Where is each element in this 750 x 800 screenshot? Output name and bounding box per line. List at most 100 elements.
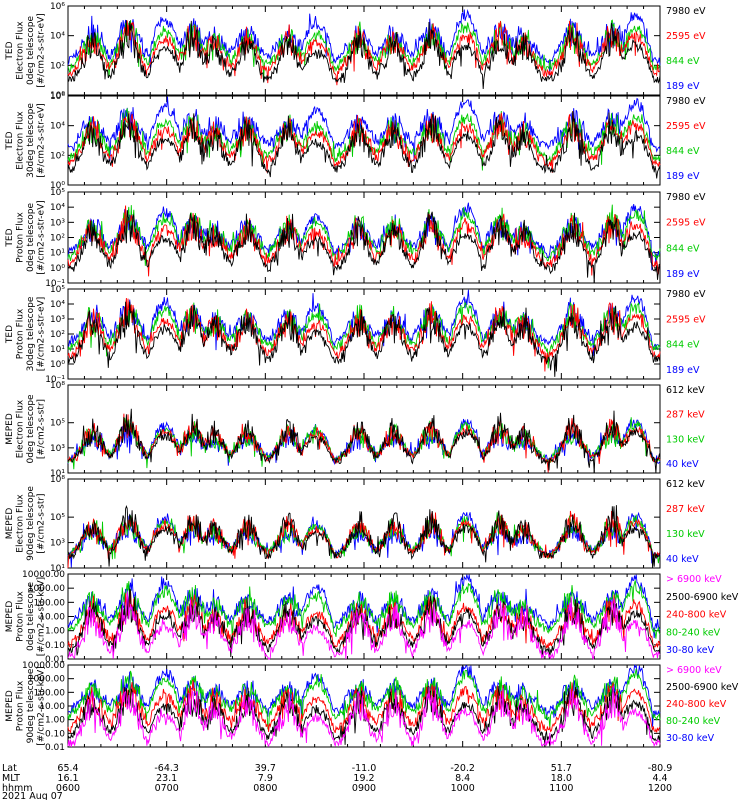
series-line-2595-eV — [67, 205, 661, 277]
legend-label: 80-240 keV — [666, 627, 721, 638]
y-axis-label: 0deg telescope — [26, 394, 36, 464]
y-tick-label: 0.01 — [45, 655, 65, 665]
x-lat-label: -11.0 — [352, 763, 377, 774]
legend-label: 189 eV — [666, 365, 700, 376]
y-tick-label: 10⁸ — [50, 381, 65, 391]
y-tick-label: 10.00 — [39, 702, 65, 712]
y-tick-label: 10⁵ — [50, 285, 65, 295]
y-axis-label: [#/cm2-s-str-eV] — [37, 13, 47, 88]
x-mlt-label: 16.1 — [57, 773, 78, 784]
y-axis-label: Proton Flux — [16, 212, 26, 263]
y-tick-label: 100.00 — [34, 598, 66, 608]
y-axis-label: 90deg telescope — [26, 486, 36, 561]
y-tick-label: 10⁴ — [50, 203, 65, 213]
legend-label: 612 keV — [666, 479, 705, 490]
x-mlt-label: 18.0 — [551, 773, 572, 784]
x-hhmm-label: 1000 — [451, 783, 475, 794]
panel-3: 10⁻¹ 10⁰ 10¹ 10² 10³ 10⁴ 10⁵ TED Proton Flux 0deg… — [5, 188, 706, 289]
legend-label: 40 keV — [666, 459, 699, 470]
series-line-189-eV — [67, 289, 661, 357]
y-axis-label: TED — [5, 41, 15, 60]
legend-label: 844 eV — [666, 146, 700, 157]
y-tick-label: 1.00 — [45, 627, 65, 637]
series-line-612-keV — [67, 505, 661, 569]
panel-7: 0.01 0.10 1.00 10.00 100.00 1000.00 10000.00 ME… — [5, 570, 739, 665]
y-axis-label: [#/cm2-s-str] — [37, 493, 47, 553]
y-tick-label: 10⁵ — [50, 419, 65, 429]
x-hhmm-label: 0900 — [352, 783, 376, 794]
y-axis-label: TED — [5, 325, 15, 344]
y-tick-label: 10000.00 — [22, 661, 65, 671]
x-lat-label: 65.4 — [57, 763, 78, 774]
y-tick-label: 10² — [50, 61, 65, 71]
y-tick-label: 10¹ — [50, 469, 65, 479]
y-tick-label: 10⁶ — [50, 2, 65, 12]
x-hhmm-label: 0600 — [56, 783, 80, 794]
legend-label: > 6900 keV — [666, 665, 722, 676]
legend-label: 80-240 keV — [666, 716, 721, 727]
panel-1: 10⁰ 10² 10⁴ 10⁶ TED Electron Flux 0deg telesco… — [5, 2, 706, 101]
legend-label: 30-80 keV — [666, 733, 715, 744]
y-tick-label: 1.00 — [45, 716, 65, 726]
x-lat-label: -64.3 — [154, 763, 179, 774]
y-tick-label: 10⁵ — [50, 513, 65, 523]
legend-label: 130 keV — [666, 434, 705, 445]
x-lat-label: 51.7 — [551, 763, 572, 774]
y-axis-label: 30deg telescope — [26, 296, 36, 371]
legend-label: 2595 eV — [666, 121, 706, 132]
legend-label: 287 keV — [666, 410, 705, 421]
x-lat-label: -80.9 — [648, 763, 673, 774]
y-tick-label: 10³ — [50, 218, 65, 228]
y-tick-label: 10² — [50, 151, 65, 161]
y-axis-label: [#/cm2-s-str-eV] — [37, 200, 47, 275]
x-lat-label: 39.7 — [255, 763, 276, 774]
x-hhmm-label: 0800 — [253, 783, 277, 794]
legend-label: 2500-6900 keV — [666, 682, 739, 693]
legend-label: 7980 eV — [666, 96, 706, 107]
y-axis-label: 0deg telescope — [26, 16, 36, 86]
legend-label: 844 eV — [666, 340, 700, 351]
panel-4: 10⁻¹ 10⁰ 10¹ 10² 10³ 10⁴ 10⁵ TED Proton Flux 30de… — [5, 285, 706, 385]
legend-label: 2595 eV — [666, 31, 706, 42]
legend-label: 612 keV — [666, 385, 705, 396]
y-tick-label: 10⁴ — [50, 32, 65, 42]
y-axis-label: [#/cm2-s-str-eV] — [37, 297, 47, 372]
y-tick-label: 10² — [50, 234, 65, 244]
legend-label: 2595 eV — [666, 314, 706, 325]
y-axis-label: [#/cm2-s-str-keV] — [37, 577, 47, 656]
series-line--6900-keV — [67, 591, 661, 661]
series-line-7980-eV — [67, 111, 661, 179]
y-axis-label: 0deg telescope — [26, 203, 36, 273]
series-line-189-eV — [67, 96, 661, 162]
y-tick-label: 10¹ — [50, 564, 65, 574]
series-line-2595-eV — [67, 297, 661, 372]
legend-label: 287 keV — [666, 504, 705, 515]
legend-label: 844 eV — [666, 243, 700, 254]
y-axis-label: [#/cm2-s-str] — [37, 399, 47, 459]
legend-label: 40 keV — [666, 554, 699, 565]
legend-label: 240-800 keV — [666, 610, 727, 621]
legend-label: > 6900 keV — [666, 574, 722, 585]
legend-label: 7980 eV — [666, 6, 706, 17]
x-hhmm-label: 0700 — [155, 783, 179, 794]
y-tick-label: 0.01 — [45, 743, 65, 753]
y-tick-label: 10⁶ — [50, 92, 65, 102]
plot-frame — [67, 288, 661, 380]
series-line-40-keV — [67, 511, 661, 568]
legend-label: 7980 eV — [666, 192, 706, 203]
y-tick-label: 1000.00 — [28, 584, 65, 594]
y-tick-label: 0.10 — [45, 729, 65, 739]
series-line--6900-keV — [67, 685, 661, 748]
y-axis-label: Proton Flux — [16, 680, 26, 731]
y-tick-label: 100.00 — [34, 688, 66, 698]
series-line-287-keV — [67, 413, 661, 473]
x-mlt-label: 19.2 — [353, 773, 374, 784]
y-tick-label: 10³ — [50, 539, 65, 549]
y-tick-label: 10⁵ — [50, 188, 65, 198]
y-tick-label: 10⁰ — [50, 181, 65, 191]
x-hhmm-label: 1200 — [648, 783, 672, 794]
y-axis-label: [#/cm2-s-str-eV] — [37, 103, 47, 178]
legend-label: 7980 eV — [666, 289, 706, 300]
y-axis-label: MEPED — [5, 508, 15, 540]
